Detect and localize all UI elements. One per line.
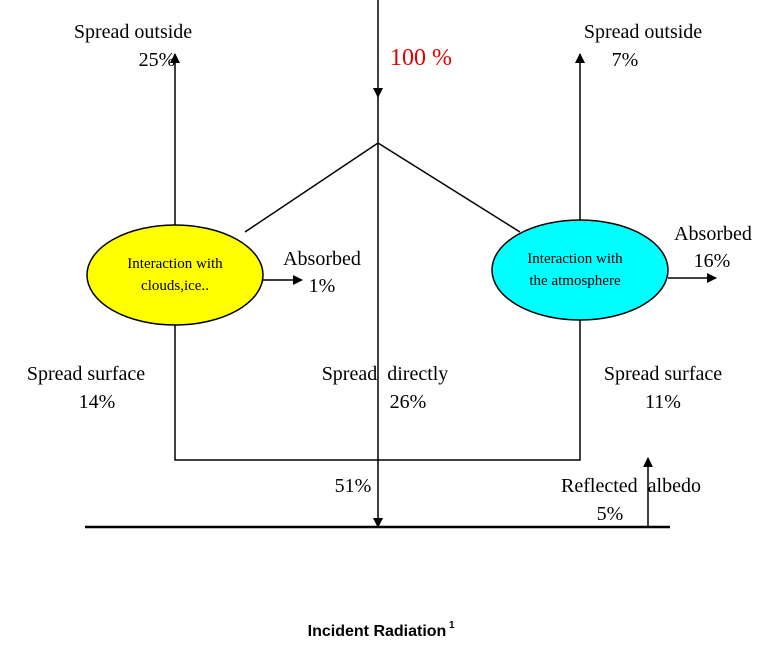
connectors <box>85 0 717 529</box>
incident-label: 100 % <box>390 45 452 71</box>
value: 16% <box>694 250 731 272</box>
value: 5% <box>597 503 624 525</box>
node-text: Interaction with <box>527 251 623 267</box>
caption: Incident Radiation <box>308 623 447 640</box>
value: 11% <box>645 391 681 413</box>
label: Spread directly <box>322 363 449 385</box>
label: Absorbed <box>674 223 752 245</box>
label: Spread outside <box>584 21 702 43</box>
node-text: clouds,ice.. <box>141 278 209 294</box>
label: Spread surface <box>604 363 722 385</box>
label: Spread surface <box>27 363 145 385</box>
label: Spread outside <box>74 21 192 43</box>
node-text: the atmosphere <box>529 273 621 289</box>
value: 51% <box>335 475 372 497</box>
value: 26% <box>390 391 427 413</box>
value: 7% <box>612 49 639 71</box>
node-clouds <box>86 224 264 326</box>
label: Reflected albedo <box>561 475 701 497</box>
caption-note: 1 <box>449 620 455 631</box>
node-atmosphere <box>491 219 669 321</box>
value: 25% <box>139 49 176 71</box>
node-text: Interaction with <box>127 256 223 272</box>
value: 1% <box>309 275 336 297</box>
label: Absorbed <box>283 248 361 270</box>
value: 14% <box>79 391 116 413</box>
